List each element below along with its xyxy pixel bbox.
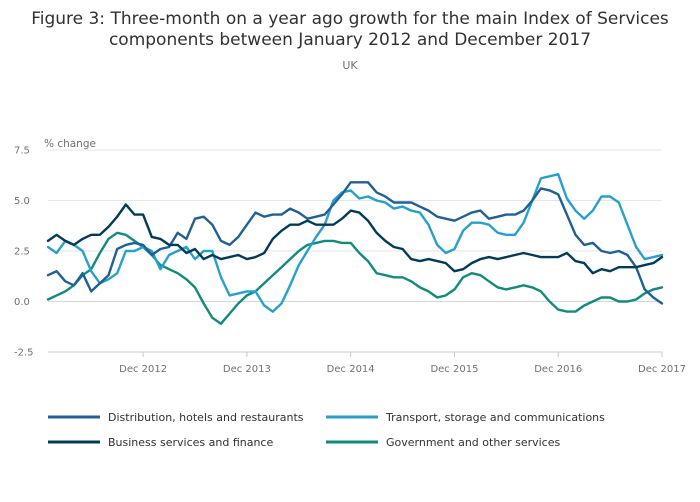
y-tick-label: 5.0	[14, 196, 30, 207]
y-tick-label: -2.5	[14, 348, 34, 359]
legend-label: Business services and finance	[108, 436, 273, 449]
series-lines	[46, 172, 664, 325]
x-tick-label: Dec 2012	[119, 364, 167, 375]
chart-subtitle: UK	[342, 59, 358, 72]
x-tick-label: Dec 2015	[430, 364, 478, 375]
x-tick-label: Dec 2017	[638, 364, 686, 375]
series-line-4	[46, 231, 664, 325]
y-tick-label: 7.5	[14, 146, 30, 157]
x-axis-ticks: Dec 2012 Dec 2013 Dec 2014 Dec 2015 Dec 2016…	[48, 351, 686, 375]
series-line-2	[46, 172, 664, 313]
legend-label: Transport, storage and communications	[385, 411, 605, 424]
y-axis-label: % change	[44, 138, 96, 150]
x-tick-label: Dec 2016	[534, 364, 582, 375]
legend-label: Government and other services	[386, 436, 560, 449]
legend-label: Distribution, hotels and restaurants	[108, 411, 304, 424]
series-line-1	[46, 181, 664, 305]
legend: Distribution, hotels and restaurants Tran…	[48, 411, 605, 449]
gridlines	[48, 149, 662, 353]
series-line-3	[46, 203, 664, 275]
x-tick-label: Dec 2013	[223, 364, 271, 375]
chart-title-line-2: components between January 2012 and Dece…	[109, 30, 591, 50]
y-tick-label: 0.0	[14, 297, 30, 308]
x-tick-label: Dec 2014	[327, 364, 375, 375]
chart-title-line-1: Figure 3: Three-month on a year ago grow…	[31, 9, 669, 29]
y-tick-label: 2.5	[14, 247, 30, 258]
y-axis-ticks: -2.5 0.0 2.5 5.0 7.5	[14, 146, 34, 359]
